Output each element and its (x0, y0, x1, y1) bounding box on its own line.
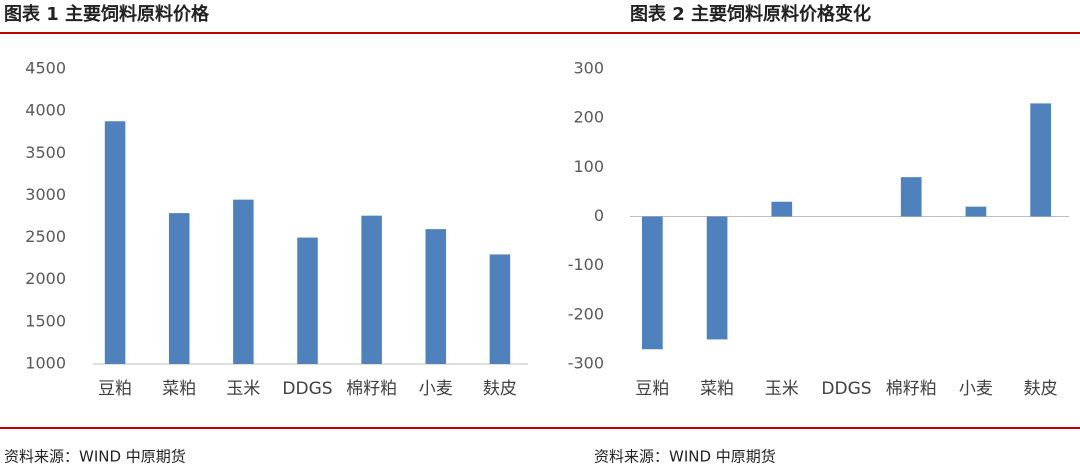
y-tick-label: 2500 (25, 227, 66, 246)
x-tick-label: 豆粕 (635, 379, 669, 399)
x-tick-label: 菜粕 (162, 379, 196, 399)
x-tick-label: DDGS (821, 379, 871, 399)
y-tick-label: -200 (568, 304, 604, 323)
bar (168, 213, 190, 364)
bar (706, 216, 728, 340)
bar (489, 254, 511, 364)
x-tick-label: 玉米 (765, 379, 799, 399)
y-tick-label: -300 (568, 354, 604, 373)
y-tick-label: 2000 (25, 269, 66, 288)
chart-title: 图表 2 主要饲料原料价格变化 (630, 3, 871, 25)
y-tick-label: 4500 (25, 59, 66, 78)
x-tick-label: 棉籽粕 (346, 379, 397, 399)
x-tick-label: 豆粕 (98, 379, 132, 399)
y-tick-label: 200 (573, 108, 604, 127)
chart-title: 图表 1 主要饲料原料价格 (4, 3, 210, 25)
x-tick-label: DDGS (282, 379, 332, 399)
bar (233, 199, 254, 364)
bar (425, 229, 447, 364)
bar (361, 215, 382, 364)
y-tick-label: 0 (594, 206, 604, 225)
y-tick-label: 300 (573, 59, 604, 78)
x-tick-label: 麸皮 (1024, 379, 1058, 399)
bar (965, 206, 987, 217)
y-tick-label: 1000 (25, 354, 66, 373)
bar (771, 201, 793, 217)
y-tick-label: 3500 (25, 143, 66, 162)
y-tick-label: 4000 (25, 101, 66, 120)
bar (642, 216, 663, 350)
x-tick-label: 小麦 (959, 379, 993, 399)
x-tick-label: 麸皮 (483, 379, 517, 399)
bar (900, 177, 922, 217)
bar (1030, 103, 1051, 217)
x-tick-label: 菜粕 (700, 379, 734, 399)
x-tick-label: 棉籽粕 (886, 379, 937, 399)
bar (297, 237, 318, 364)
y-tick-label: -100 (568, 255, 604, 274)
y-tick-label: 3000 (25, 185, 66, 204)
x-tick-label: 玉米 (226, 379, 260, 399)
chart-source: 资料来源：WIND 中原期货 (4, 448, 186, 466)
x-tick-label: 小麦 (419, 379, 453, 399)
bar (104, 121, 126, 364)
chart-source: 资料来源：WIND 中原期货 (594, 448, 776, 466)
y-tick-label: 1500 (25, 311, 66, 330)
y-tick-label: 100 (573, 157, 604, 176)
